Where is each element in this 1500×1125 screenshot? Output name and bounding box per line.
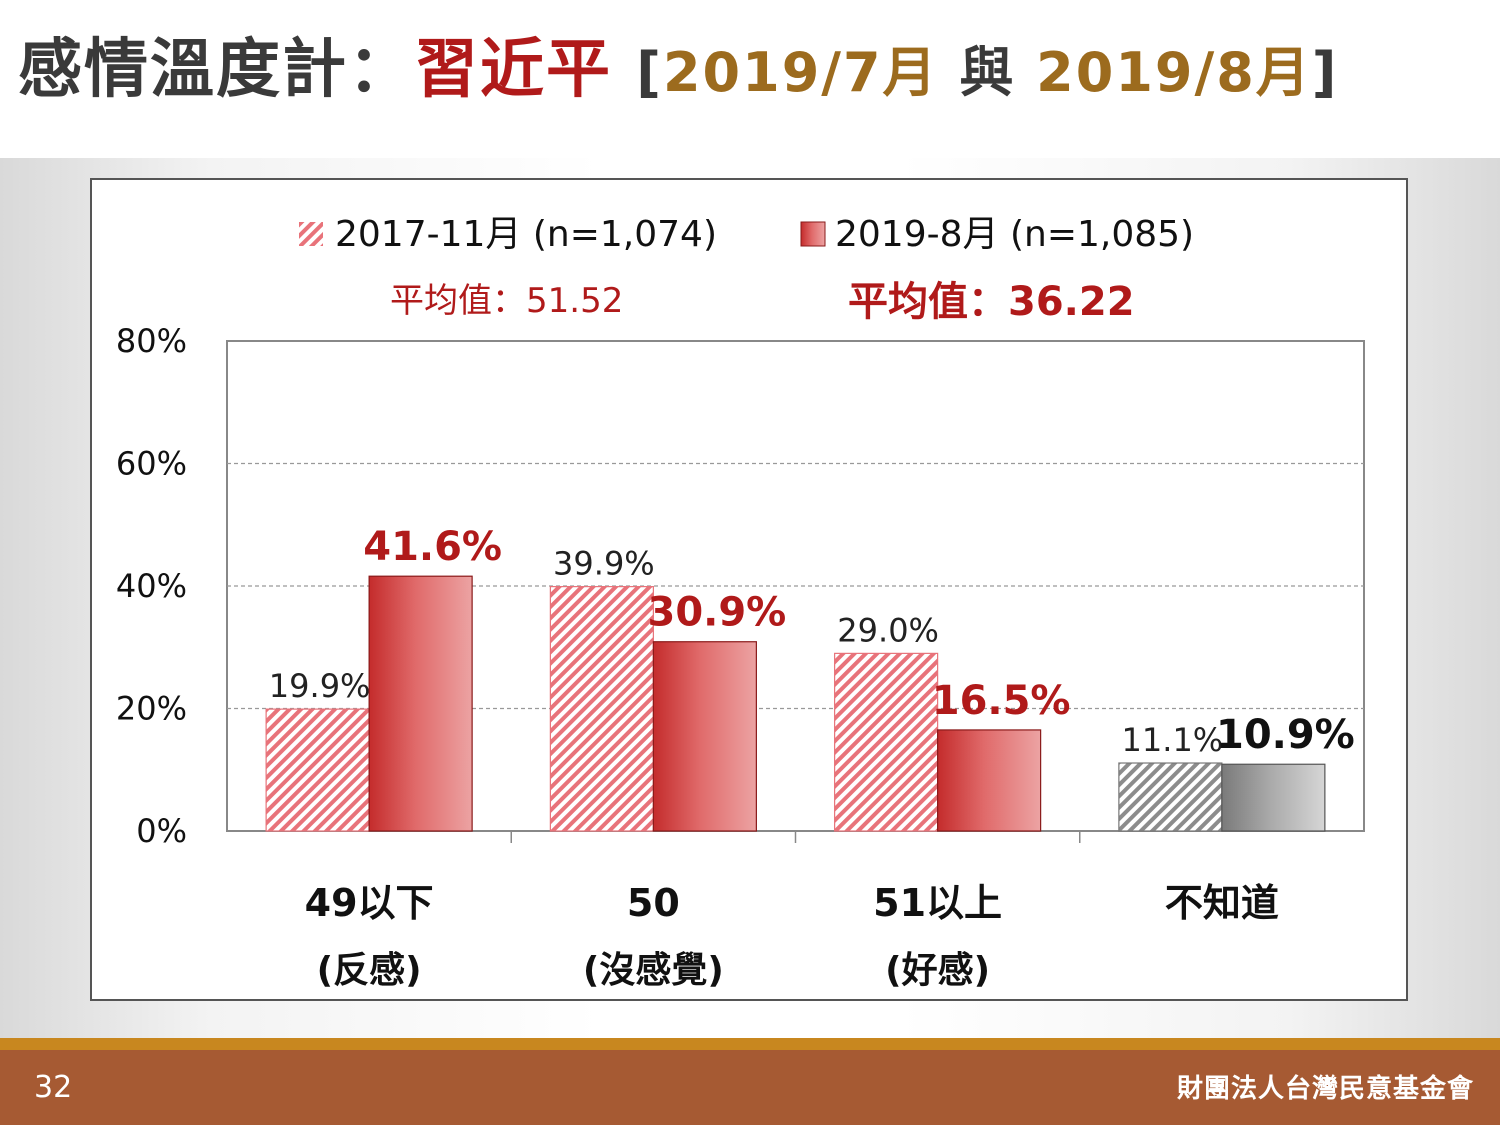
plot-area: 0% 20% 40% 60% 80% 19.9% 41.6% 49以下 (反感) 39.9% 30.… <box>116 322 1365 991</box>
slide-title: 感情溫度計：習近平 [2019/7月 與 2019/8月] <box>18 38 1338 102</box>
title-close-bracket: ] <box>1311 41 1339 104</box>
bar-2019 <box>937 729 1042 832</box>
y-tick-label: 0% <box>136 812 187 850</box>
legend-swatch-2019 <box>800 221 826 247</box>
title-prefix: 感情溫度計： <box>18 33 414 107</box>
legend-label-2017: 2017-11月 (n=1,074) <box>335 214 717 255</box>
organization-name: 財團法人台灣民意基金會 <box>1176 1074 1474 1104</box>
y-tick-label: 60% <box>116 445 187 483</box>
title-period-1: 2019/7月 <box>662 41 939 104</box>
y-tick-label: 20% <box>116 690 187 728</box>
bar-2019 <box>1221 763 1326 832</box>
page-number: 32 <box>34 1070 73 1105</box>
average-2019: 平均值：36.22 <box>848 279 1135 325</box>
bar-2019 <box>368 575 473 832</box>
value-label-2017: 29.0% <box>837 611 939 649</box>
title-connector: 與 <box>938 41 1037 104</box>
legend-label-2019: 2019-8月 (n=1,085) <box>835 214 1194 255</box>
bar-2017 <box>1118 762 1223 832</box>
y-tick-label: 80% <box>116 322 187 360</box>
value-label-2017: 39.9% <box>553 545 655 583</box>
title-subject: 習近平 <box>414 33 612 107</box>
footer-bar <box>0 1050 1500 1125</box>
y-tick-label: 40% <box>116 567 187 605</box>
category-label: 不知道 <box>1165 881 1279 925</box>
value-label-2017: 19.9% <box>269 667 371 705</box>
category-sublabel: (反感) <box>317 950 422 991</box>
chart-frame: 2017-11月 (n=1,074) 2019-8月 (n=1,085) 平均值… <box>90 178 1408 1001</box>
value-label-2019: 16.5% <box>932 678 1071 724</box>
bar-2017 <box>549 586 654 832</box>
category-sublabel: (好感) <box>885 950 990 991</box>
value-label-2019: 41.6% <box>363 524 502 570</box>
category-label: 51以上 <box>873 881 1002 925</box>
title-period-2: 2019/8月 <box>1036 41 1312 104</box>
category-sublabel: (沒感覺) <box>583 950 724 991</box>
value-label-2017: 11.1% <box>1122 721 1224 759</box>
bar-2017 <box>265 708 370 832</box>
legend-swatch-2017 <box>299 222 323 246</box>
average-2017: 平均值：51.52 <box>390 281 623 321</box>
title-bar: 感情溫度計：習近平 [2019/7月 與 2019/8月] <box>0 0 1500 158</box>
bar-2017 <box>834 652 939 832</box>
legend: 2017-11月 (n=1,074) 2019-8月 (n=1,085) 平均值… <box>299 214 1194 325</box>
title-open-bracket: [ <box>636 41 663 104</box>
value-label-2019: 10.9% <box>1216 712 1355 758</box>
category-label: 50 <box>627 881 680 925</box>
category-label: 49以下 <box>305 881 434 925</box>
footer-stripe <box>0 1038 1500 1050</box>
value-label-2019: 30.9% <box>647 590 786 636</box>
bar-2019 <box>652 641 757 832</box>
bar-chart: 2017-11月 (n=1,074) 2019-8月 (n=1,085) 平均值… <box>116 214 1365 991</box>
